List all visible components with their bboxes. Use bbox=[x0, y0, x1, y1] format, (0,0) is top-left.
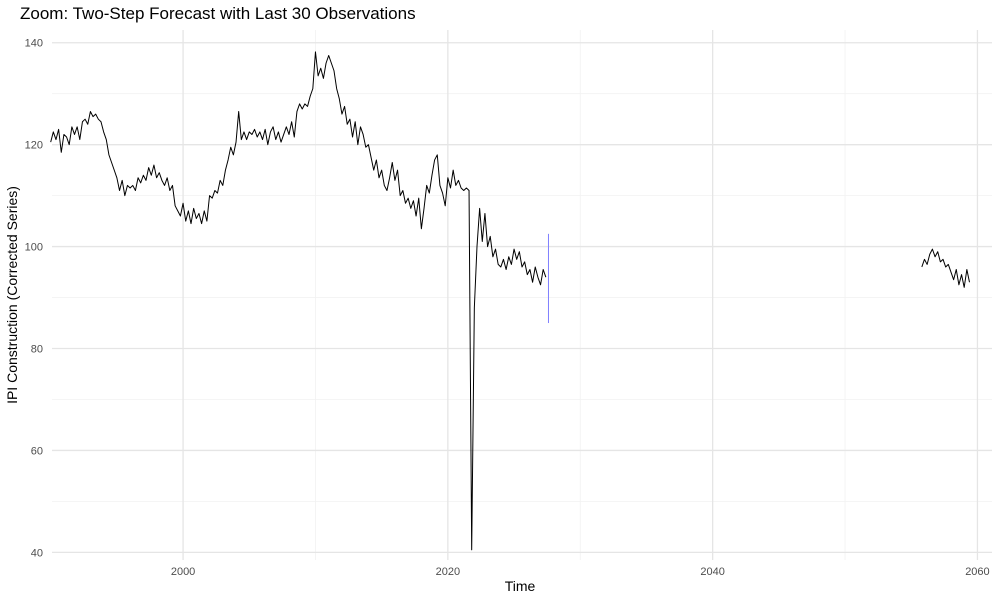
x-tick-label: 2060 bbox=[965, 566, 989, 578]
x-tick-label: 2000 bbox=[171, 566, 195, 578]
y-tick-label: 100 bbox=[25, 242, 43, 254]
series-layer bbox=[50, 51, 970, 551]
y-tick-label: 40 bbox=[31, 547, 43, 559]
y-tick-label: 120 bbox=[25, 140, 43, 152]
y-tick-label: 80 bbox=[31, 344, 43, 356]
grid bbox=[52, 30, 992, 560]
tick-labels: 2000 2020 2040 2060 40 60 80 100 120 140 bbox=[25, 38, 990, 578]
y-tick-label: 60 bbox=[31, 445, 43, 457]
y-axis-title: IPI Construction (Corrected Series) bbox=[4, 186, 20, 404]
series-line-observed bbox=[50, 51, 547, 551]
x-tick-label: 2040 bbox=[700, 566, 724, 578]
series-line-last-30 bbox=[921, 248, 970, 288]
x-tick-label: 2020 bbox=[436, 566, 460, 578]
y-tick-label: 140 bbox=[25, 38, 43, 50]
x-axis-title: Time bbox=[505, 578, 536, 594]
chart-title: Zoom: Two-Step Forecast with Last 30 Obs… bbox=[20, 4, 416, 23]
